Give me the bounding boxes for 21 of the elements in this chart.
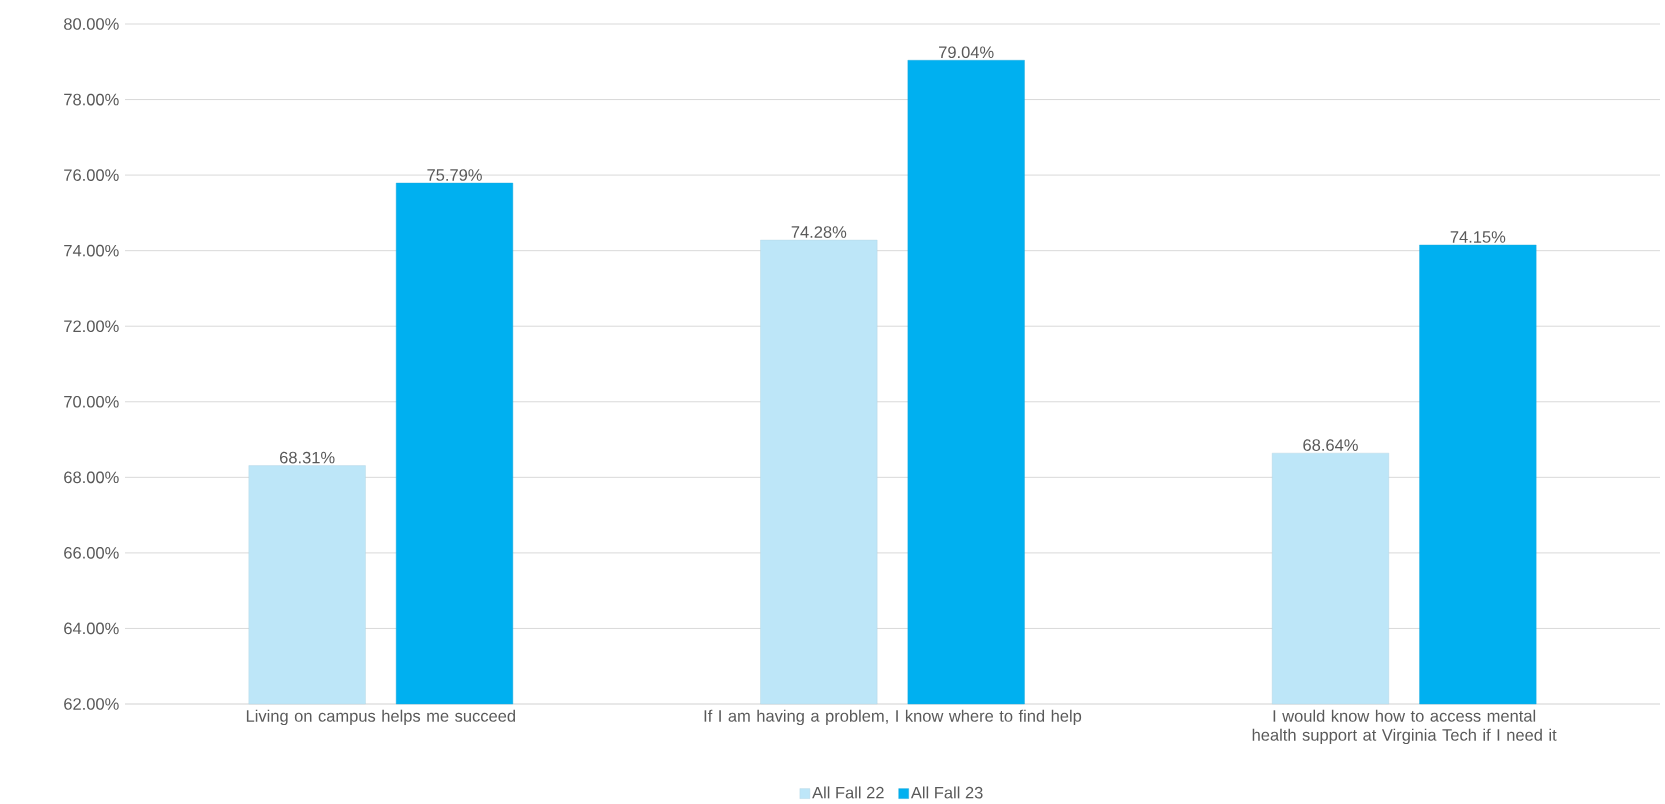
y-tick-label: 62.00% [64,698,119,710]
x-tick-label: If I am having a problem, I know where to find help [704,709,1082,726]
legend-label: All Fall 22 [812,786,884,799]
y-tick-label: 72.00% [64,320,119,333]
legend-label: All Fall 23 [910,786,983,799]
y-tick-label: 76.00% [64,169,119,181]
y-tick-label: 66.00% [64,547,119,559]
data-label: 68.64% [1303,439,1358,451]
data-label: 79.04% [939,46,994,59]
y-tick-label: 64.00% [64,622,119,635]
y-tick-label: 70.00% [64,395,119,408]
data-label: 68.31% [280,451,335,464]
data-label: 74.15% [1450,231,1506,243]
x-tick-label: I would know how to access mental health support at Virginia Tech if I need it [1252,709,1557,745]
data-label: 75.79% [427,169,482,181]
y-tick-label: 74.00% [64,244,119,257]
y-tick-label: 68.00% [64,471,119,484]
y-tick-label: 78.00% [64,93,119,106]
x-tick-label: Living on campus helps me succeed [246,709,515,726]
y-tick-label: 80.00% [64,18,119,30]
data-label: 74.28% [791,226,847,238]
